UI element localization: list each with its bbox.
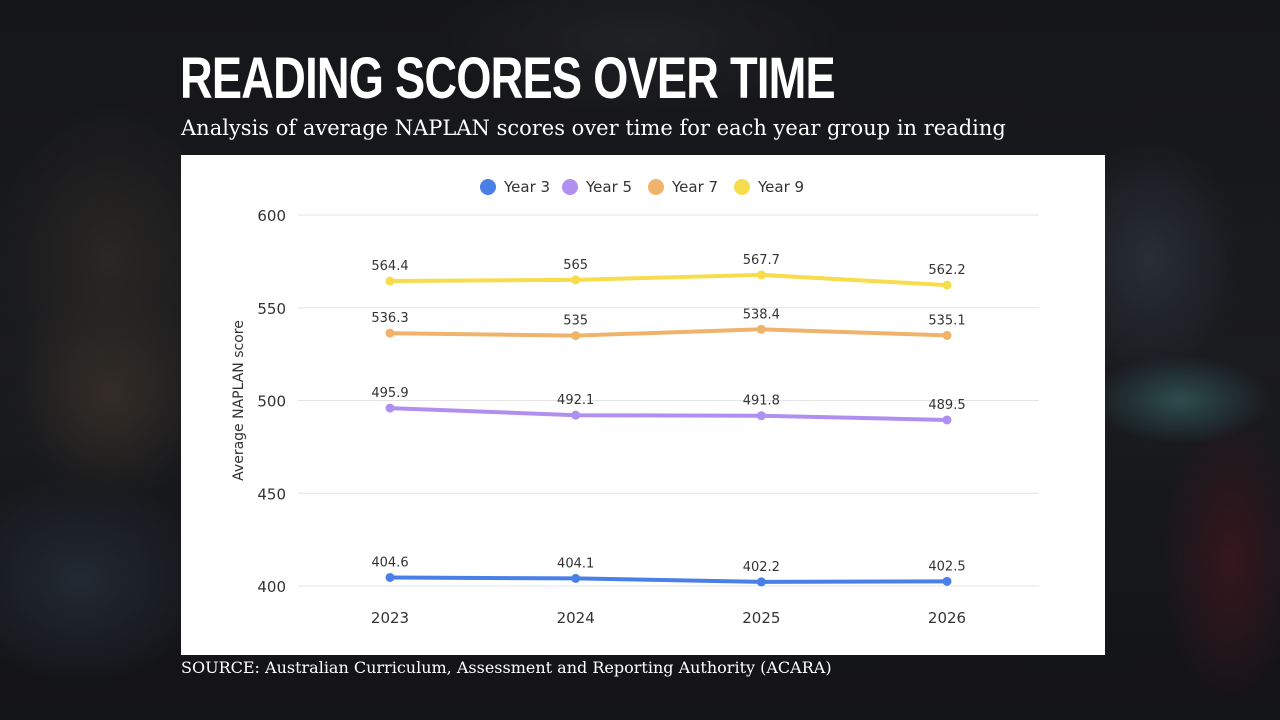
legend-label: Year 7 — [671, 178, 718, 196]
legend-label: Year 3 — [503, 178, 550, 196]
data-point-year-3 — [756, 577, 766, 587]
y-axis-label: Average NAPLAN score — [231, 320, 247, 481]
series-line-year-3 — [388, 575, 949, 584]
y-tick-label: 400 — [257, 578, 286, 596]
legend-swatch-year-9 — [734, 179, 750, 195]
data-point-year-9 — [385, 276, 395, 286]
data-point-year-3 — [385, 572, 395, 582]
data-point-year-3 — [571, 573, 581, 583]
series-line-year-9 — [388, 272, 949, 288]
data-point-year-5 — [385, 403, 395, 413]
data-label-year-3: 402.2 — [743, 560, 780, 575]
legend-label: Year 5 — [585, 178, 632, 196]
data-label-year-5: 495.9 — [371, 386, 408, 401]
source-note: SOURCE: Australian Curriculum, Assessmen… — [181, 658, 832, 677]
chart-panel: 400 450 500 550 600 2023 2024 2025 2026 Average N… — [181, 155, 1105, 655]
data-point-year-3 — [942, 576, 952, 586]
data-label-year-9: 564.4 — [371, 259, 408, 274]
data-point-year-9 — [756, 270, 766, 280]
y-tick-label: 550 — [257, 300, 286, 318]
data-label-year-3: 402.5 — [928, 559, 965, 574]
page-subtitle: Analysis of average NAPLAN scores over t… — [181, 116, 1006, 140]
data-point-year-7 — [756, 324, 766, 334]
data-label-year-3: 404.6 — [371, 555, 408, 570]
data-point-year-5 — [571, 410, 581, 420]
y-tick-label: 600 — [257, 207, 286, 225]
data-label-year-9: 565 — [563, 258, 588, 273]
legend-label: Year 9 — [757, 178, 804, 196]
data-label-year-5: 489.5 — [928, 398, 965, 413]
data-point-year-9 — [942, 280, 952, 290]
data-label-year-7: 538.4 — [743, 307, 780, 322]
x-tick-label: 2026 — [928, 609, 966, 627]
data-point-year-5 — [756, 411, 766, 421]
data-label-year-7: 536.3 — [371, 311, 408, 326]
data-point-year-7 — [571, 331, 581, 341]
data-point-year-7 — [942, 330, 952, 340]
y-tick-label: 500 — [257, 393, 286, 411]
data-label-year-5: 492.1 — [557, 393, 594, 408]
legend-swatch-year-7 — [648, 179, 664, 195]
x-tick-label: 2023 — [371, 609, 409, 627]
series-line-year-5 — [388, 406, 949, 422]
data-point-year-5 — [942, 415, 952, 425]
data-point-year-9 — [571, 275, 581, 285]
data-label-year-9: 567.7 — [743, 253, 780, 268]
data-label-year-7: 535.1 — [928, 313, 965, 328]
data-label-year-3: 404.1 — [557, 556, 594, 571]
data-label-year-5: 491.8 — [743, 394, 780, 409]
legend-swatch-year-3 — [480, 179, 496, 195]
data-label-year-7: 535 — [563, 314, 588, 329]
data-point-year-7 — [385, 328, 395, 338]
x-tick-label: 2024 — [557, 609, 595, 627]
y-tick-label: 450 — [257, 485, 286, 503]
legend-swatch-year-5 — [562, 179, 578, 195]
page-title: READING SCORES OVER TIME — [180, 46, 836, 111]
data-label-year-9: 562.2 — [928, 263, 965, 278]
series-line-year-7 — [388, 327, 949, 338]
line-chart: 400 450 500 550 600 2023 2024 2025 2026 Average N… — [231, 178, 1039, 627]
x-tick-label: 2025 — [742, 609, 780, 627]
